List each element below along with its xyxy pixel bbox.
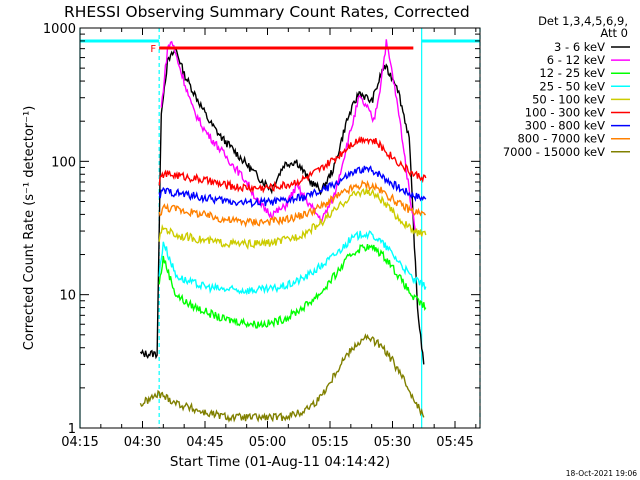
x-tick-label: 05:00 [249, 435, 286, 450]
x-tick-label: 04:15 [61, 435, 98, 450]
legend-entry-label: 25 - 50 keV [539, 79, 605, 93]
flag-label: F [150, 44, 156, 55]
series-line [158, 188, 427, 250]
legend-header-att: Att 0 [600, 26, 628, 40]
series-line [139, 333, 425, 423]
legend-entry-label: 6 - 12 keV [547, 53, 605, 67]
x-tick-label: 05:15 [311, 435, 348, 450]
y-tick-label: 10 [59, 289, 76, 304]
legend-header: Det 1,3,4,5,6,9, [538, 14, 628, 28]
plot-frame [79, 27, 481, 429]
legend-entry-label: 800 - 7000 keV [517, 132, 605, 146]
legend-entry-label: 12 - 25 keV [539, 66, 605, 80]
legend-entry-label: 7000 - 15000 keV [503, 145, 605, 159]
chart-title: RHESSI Observing Summary Count Rates, Co… [64, 3, 470, 21]
legend-entry-label: 50 - 100 keV [532, 92, 605, 106]
series-line [160, 39, 417, 232]
series-line [158, 135, 427, 194]
y-tick-label: 1 [68, 422, 76, 437]
flag-layer: F [150, 44, 414, 55]
y-axis-label: Corrected Count Rate (s⁻¹ detector⁻¹) [22, 106, 37, 351]
legend-entry-label: 3 - 6 keV [554, 40, 605, 54]
x-tick-label: 05:45 [436, 435, 473, 450]
axes-layer: 04:15 04:30 04:45 05:00 05:15 05:30 05:45 1 10 10… [43, 22, 480, 450]
x-axis-label: Start Time (01-Aug-11 04:14:42) [170, 454, 390, 470]
x-tick-label: 04:45 [186, 435, 223, 450]
series-line [158, 179, 426, 228]
series-layer [139, 39, 427, 423]
series-line [139, 46, 425, 365]
y-tick-label: 100 [51, 155, 76, 170]
x-tick-label: 04:30 [124, 435, 161, 450]
x-tick-label: 05:30 [374, 435, 411, 450]
series-line [158, 230, 427, 296]
y-tick-label: 1000 [43, 22, 76, 37]
series-line [158, 165, 427, 209]
series-line [158, 243, 427, 329]
legend-entry-label: 300 - 800 keV [525, 119, 605, 133]
footer-date: 18-Oct-2021 19:06 [566, 469, 637, 478]
legend-entry-label: 100 - 300 keV [525, 106, 605, 120]
